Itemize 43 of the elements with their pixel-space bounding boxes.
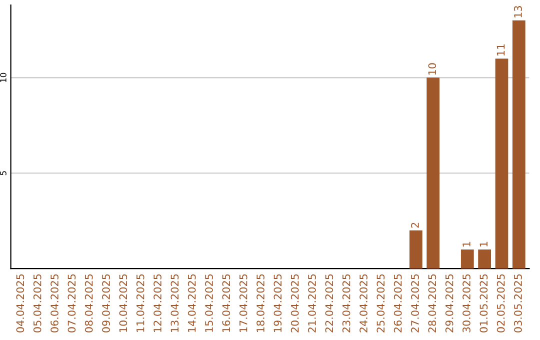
x-tick-label: 29.04.2025	[445, 274, 454, 332]
bar	[512, 20, 526, 269]
x-tick-label: 23.04.2025	[342, 274, 350, 332]
bar	[460, 250, 474, 269]
x-tick-label: 14.04.2025	[188, 274, 196, 332]
x-tick-label: 22.04.2025	[325, 274, 334, 332]
x-tick-label: 21.04.2025	[308, 274, 316, 332]
data-label: 11	[497, 44, 505, 56]
x-tick-label: 24.04.2025	[360, 274, 368, 332]
data-label: 1	[480, 242, 488, 246]
bar	[495, 58, 508, 269]
bar	[478, 250, 492, 269]
x-tick-label: 11.04.2025	[136, 274, 144, 332]
x-tick-label: 19.04.2025	[274, 274, 282, 332]
x-tick-label: 13.04.2025	[170, 274, 179, 332]
x-tick-label: 10.04.2025	[119, 274, 128, 332]
bar	[409, 230, 422, 269]
x-tick-label: 09.04.2025	[102, 274, 110, 332]
x-tick-label: 08.04.2025	[84, 274, 93, 332]
x-tick-label: 12.04.2025	[154, 274, 162, 332]
x-tick-label: 28.04.2025	[428, 274, 436, 332]
x-tick-label: 18.04.2025	[256, 274, 264, 332]
data-label: 1	[462, 242, 470, 246]
x-tick-label: 04.04.2025	[16, 274, 24, 332]
x-tick-label: 07.04.2025	[68, 274, 76, 332]
x-tick-label: 03.05.2025	[514, 274, 522, 332]
x-tick-label: 16.04.2025	[222, 274, 230, 332]
y-tick-label: 5	[0, 171, 6, 176]
x-tick-label: 25.04.2025	[376, 274, 385, 332]
x-tick-label: 27.04.2025	[411, 274, 419, 332]
x-tick-label: 17.04.2025	[239, 274, 248, 332]
x-tick-label: 01.05.2025	[480, 274, 488, 332]
data-label: 2	[411, 222, 419, 228]
x-tick-label: 20.04.2025	[290, 274, 299, 332]
x-tick-label: 05.04.2025	[33, 274, 42, 332]
data-label: 13	[514, 6, 522, 18]
x-tick-label: 15.04.2025	[205, 274, 213, 332]
bar	[426, 78, 440, 269]
x-tick-label: 30.04.2025	[462, 274, 470, 332]
x-tick-label: 02.05.2025	[496, 274, 505, 332]
data-label: 10	[428, 63, 436, 75]
x-tick-label: 26.04.2025	[394, 274, 402, 332]
x-tick-label: 06.04.2025	[50, 274, 58, 332]
